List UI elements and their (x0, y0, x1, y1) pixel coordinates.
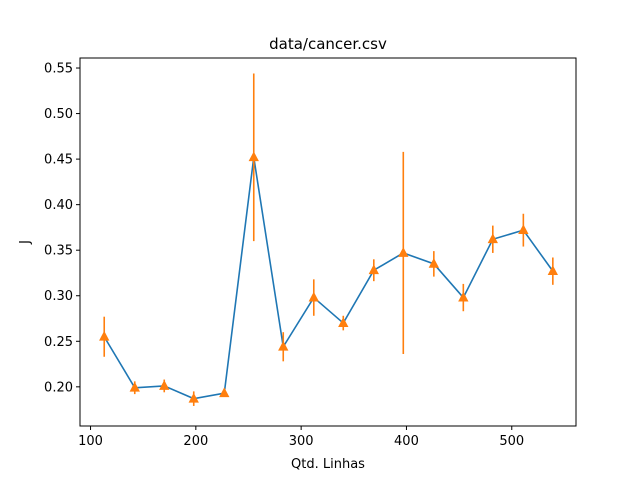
y-axis: 0.20 0.25 0.30 0.35 0.40 0.45 0.50 0.55 (44, 62, 80, 395)
data-point-marker (428, 258, 439, 268)
x-tick-label: 100 (78, 434, 103, 449)
data-point-marker (129, 381, 140, 392)
y-tick-label: 0.45 (44, 153, 73, 168)
data-point-marker (308, 291, 319, 302)
data-point-marker (248, 151, 259, 162)
chart-title: data/cancer.csv (269, 35, 387, 53)
y-tick-label: 0.55 (44, 62, 73, 77)
data-point-marker (458, 291, 469, 302)
data-point-marker (219, 387, 230, 398)
data-point-marker (398, 247, 409, 257)
axes-frame (79, 57, 577, 427)
data-point-marker (188, 392, 199, 403)
data-point-marker (278, 340, 289, 351)
x-tick-label: 300 (289, 434, 314, 449)
y-tick-label: 0.25 (44, 335, 73, 350)
y-tick-label: 0.40 (44, 198, 73, 213)
data-point-marker (159, 380, 170, 390)
y-tick-label: 0.20 (44, 380, 73, 395)
x-tick-label: 400 (394, 434, 419, 449)
data-point-marker (547, 265, 558, 276)
data-point-marker (487, 233, 498, 244)
y-tick-label: 0.30 (44, 289, 73, 304)
y-axis-label: J (18, 240, 33, 245)
y-tick-label: 0.35 (44, 244, 73, 259)
plot-area (99, 73, 558, 406)
x-tick-label: 200 (183, 434, 208, 449)
x-axis-label: Qtd. Linhas (291, 457, 365, 472)
data-point-marker (338, 317, 349, 327)
series-line (103, 157, 554, 400)
data-point-marker (99, 330, 110, 341)
data-point-marker (518, 224, 529, 235)
y-tick-label: 0.50 (44, 107, 73, 122)
x-axis: 100 200 300 400 500 (78, 426, 524, 449)
x-tick-label: 500 (499, 434, 524, 449)
data-point-marker (368, 264, 379, 275)
